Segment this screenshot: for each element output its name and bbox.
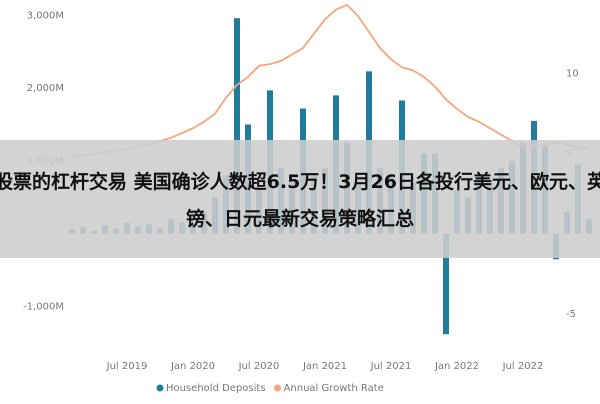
bar — [234, 18, 240, 234]
banner: 股票的杠杆交易 美国确诊人数超6.5万！3月26日各投行美元、欧元、英镑、日元最… — [0, 140, 600, 258]
line — [71, 3, 590, 158]
legend-label: Household Deposits — [166, 383, 266, 394]
legend-label: Annual Growth Rate — [284, 383, 384, 394]
y-tick-label: 2,000M — [27, 83, 64, 94]
y-tick-label: 3,000M — [27, 10, 64, 21]
y2-tick-label: -5 — [566, 309, 576, 320]
headline: 股票的杠杆交易 美国确诊人数超6.5万！3月26日各投行美元、欧元、英镑、日元最… — [0, 171, 600, 230]
x-tick-label: Jan 2020 — [170, 361, 215, 372]
x-tick-label: Jul 2022 — [502, 361, 544, 372]
legend-marker — [156, 384, 164, 392]
y-tick-label: -1,000M — [23, 302, 64, 313]
y2-tick-label: 10 — [566, 69, 579, 80]
x-tick-label: Jul 2020 — [238, 361, 280, 372]
bar — [443, 233, 449, 335]
x-tick-label: Jan 2022 — [434, 361, 479, 372]
x-tick-label: Jul 2019 — [106, 361, 148, 372]
x-tick-label: Jul 2021 — [370, 361, 412, 372]
legend-marker — [274, 384, 282, 392]
x-tick-label: Jan 2021 — [302, 361, 347, 372]
